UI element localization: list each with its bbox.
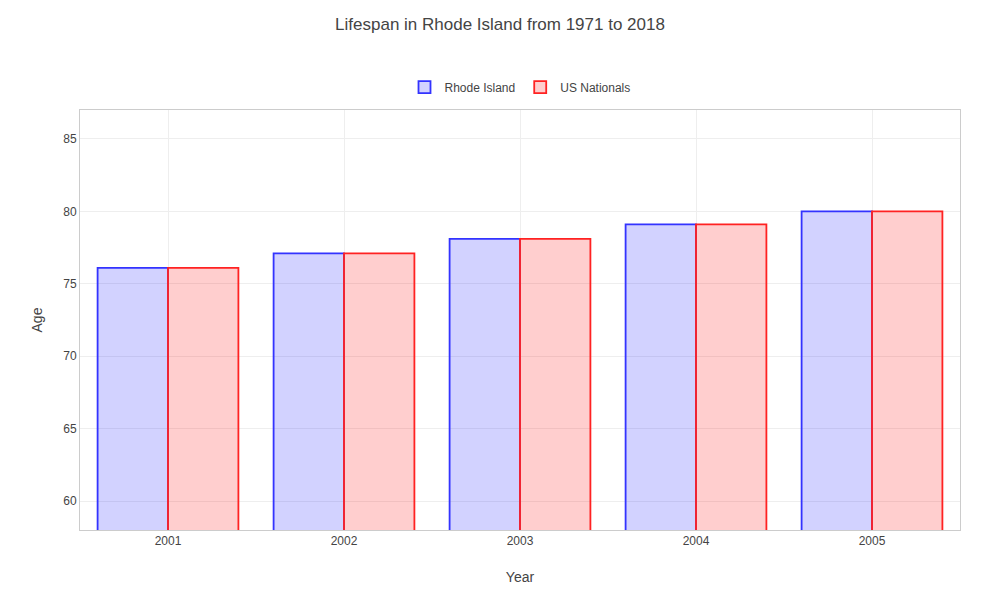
svg-text:Age: Age <box>29 307 45 332</box>
svg-text:Rhode Island: Rhode Island <box>445 81 516 95</box>
svg-text:2002: 2002 <box>331 534 358 548</box>
svg-text:US Nationals: US Nationals <box>560 81 630 95</box>
svg-text:2003: 2003 <box>507 534 534 548</box>
svg-text:Lifespan in Rhode Island from: Lifespan in Rhode Island from 1971 to 20… <box>335 15 665 34</box>
svg-text:85: 85 <box>63 132 77 146</box>
svg-text:70: 70 <box>63 349 77 363</box>
svg-text:2005: 2005 <box>859 534 886 548</box>
svg-text:80: 80 <box>63 205 77 219</box>
svg-text:Year: Year <box>506 569 535 585</box>
svg-text:65: 65 <box>63 422 77 436</box>
svg-text:75: 75 <box>63 277 77 291</box>
svg-text:2001: 2001 <box>155 534 182 548</box>
svg-text:60: 60 <box>63 494 77 508</box>
svg-text:2004: 2004 <box>683 534 710 548</box>
